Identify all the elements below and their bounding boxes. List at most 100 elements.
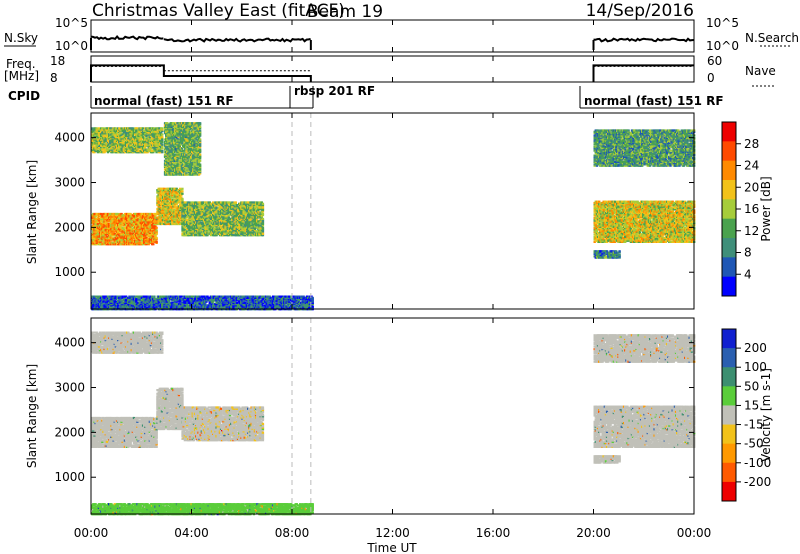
data-cell [106, 238, 110, 241]
data-cell [109, 215, 112, 218]
data-cell [114, 243, 118, 246]
data-cell [96, 216, 100, 219]
data-cell [111, 226, 114, 229]
data-cell [92, 238, 95, 241]
data-cell [102, 241, 105, 244]
data-cell [234, 201, 237, 204]
data-cell [92, 234, 95, 237]
data-cell [114, 220, 118, 223]
data-cell [101, 238, 104, 241]
freq-unit: [MHz] [4, 69, 39, 83]
data-cell [174, 205, 177, 208]
data-cell [114, 234, 118, 237]
data-cell [93, 230, 96, 233]
data-cell [109, 231, 112, 234]
data-cell [110, 234, 113, 237]
data-cell [91, 225, 94, 228]
data-cell [104, 221, 107, 224]
data-cell [115, 229, 119, 232]
data-cell [98, 228, 102, 231]
data-cell [114, 218, 118, 221]
data-cell [117, 233, 120, 236]
data-cell [114, 216, 118, 219]
data-cell [114, 238, 118, 241]
data-cell [104, 229, 107, 232]
data-cell [115, 235, 119, 238]
beam-label: Beam 19 [307, 2, 383, 22]
data-cell [100, 219, 103, 222]
data-cell [95, 243, 98, 246]
data-cell [110, 233, 113, 236]
data-cell [97, 230, 101, 233]
data-cell [112, 225, 115, 228]
data-cell [261, 202, 265, 205]
data-cell [95, 221, 98, 224]
data-cell [104, 239, 107, 242]
nave-label: Nave [745, 64, 776, 78]
data-cell [103, 230, 106, 233]
data-cell [105, 224, 109, 227]
data-cell [166, 122, 169, 125]
data-cell [110, 219, 113, 222]
freq-tick-top: 18 [50, 54, 65, 68]
data-cell [110, 239, 113, 242]
data-cell [117, 231, 120, 234]
data-cell [93, 214, 96, 217]
data-cell [155, 151, 158, 154]
cpid-segment-rbsp: rbsp 201 RF [294, 84, 375, 98]
data-cell [100, 240, 103, 243]
data-cell [105, 241, 109, 244]
data-cell [100, 236, 103, 239]
data-cell [102, 226, 105, 229]
nsky-label: N.Sky [4, 31, 38, 45]
nsearch-label: N.Search [745, 31, 799, 45]
data-cell [152, 243, 155, 246]
data-cell [101, 231, 104, 234]
data-cell [114, 221, 118, 224]
cpid-segment-normal-1: normal (fast) 151 RF [94, 94, 234, 108]
data-cell [102, 219, 105, 222]
nsearch-tick-bottom: 10^0 [706, 39, 739, 53]
data-cell [96, 224, 100, 227]
data-cell [109, 226, 112, 229]
data-cell [97, 236, 101, 239]
data-cell [110, 241, 113, 244]
data-cell [261, 226, 265, 229]
data-cell [92, 220, 95, 223]
data-cell [110, 236, 113, 239]
data-cell [113, 233, 116, 236]
power-heatmap [91, 113, 696, 311]
data-cell [185, 148, 188, 151]
data-cell [175, 187, 178, 190]
data-cell [111, 241, 114, 244]
data-cell [110, 243, 113, 246]
cpid-label: CPID [8, 89, 40, 103]
data-cell [104, 214, 107, 217]
data-cell [91, 240, 94, 243]
nsky-panel: N.Sky 10^5 10^0 N.Search 10^5 10^0 [4, 16, 799, 53]
data-cell [110, 221, 113, 224]
data-cell [101, 243, 104, 246]
data-cell [106, 239, 110, 242]
data-cell [95, 228, 98, 231]
data-cell [117, 212, 120, 216]
data-cell [102, 235, 105, 238]
data-cell [115, 238, 119, 241]
data-cell [112, 231, 115, 234]
data-cell [98, 221, 102, 224]
data-cell [110, 238, 113, 241]
data-cell [113, 224, 116, 227]
data-cell [114, 214, 118, 217]
data-cell [110, 225, 113, 228]
data-cell [91, 214, 94, 217]
data-cell [114, 239, 118, 242]
data-cell [261, 217, 265, 220]
data-cell [155, 226, 158, 229]
freq-trace [90, 64, 694, 82]
nsky-tick-top: 10^5 [55, 16, 88, 30]
data-cell [181, 190, 184, 193]
nsky-line [90, 34, 164, 41]
data-cell [114, 225, 118, 228]
data-cell [215, 206, 218, 209]
